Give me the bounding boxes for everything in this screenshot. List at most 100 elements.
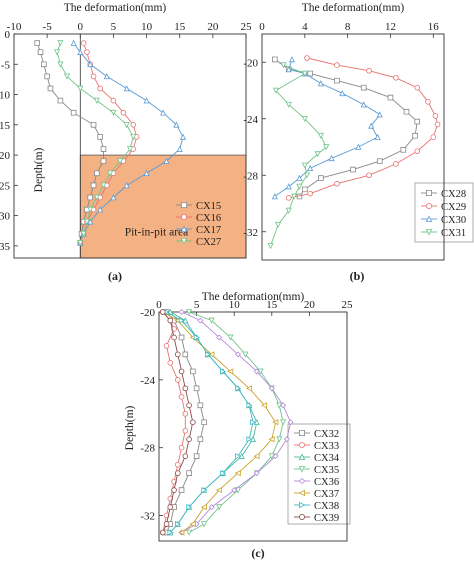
data-point: [368, 122, 375, 129]
data-point: [175, 520, 182, 528]
data-point: [130, 134, 137, 141]
legend-marker: [426, 203, 433, 209]
data-point: [186, 402, 192, 409]
data-point: [253, 368, 260, 375]
data-point: [100, 146, 107, 152]
data-point: [87, 218, 94, 225]
panel-b-frame: [261, 33, 445, 261]
data-point: [107, 170, 114, 177]
legend-marker: [298, 466, 306, 473]
data-point: [208, 317, 215, 324]
data-point: [245, 385, 253, 392]
data-point: [272, 419, 279, 426]
x-tick-label: -10: [7, 21, 22, 33]
panel-c-legend-box: [287, 423, 351, 525]
data-point: [171, 487, 177, 493]
data-point: [34, 40, 40, 46]
data-point: [117, 158, 124, 165]
data-point: [296, 174, 303, 181]
data-point: [175, 470, 181, 476]
legend-marker: [299, 514, 306, 520]
legend-label: CX32: [314, 429, 339, 440]
data-point: [186, 436, 192, 443]
data-point: [178, 368, 185, 375]
data-point: [393, 161, 399, 167]
data-point: [77, 48, 84, 55]
panel-c-label: (c): [251, 546, 264, 560]
data-point: [276, 436, 283, 443]
data-point: [87, 206, 94, 213]
data-point: [414, 84, 421, 91]
data-point: [178, 309, 185, 315]
x-tick-label: 10: [229, 299, 241, 311]
y-tick-label: -28: [243, 170, 258, 182]
data-point: [303, 172, 311, 179]
x-tick-label: 8: [345, 21, 351, 33]
panel-a-frame: [13, 33, 247, 259]
x-tick-label: 20: [304, 299, 316, 311]
data-point: [285, 66, 292, 73]
y-tick-label: -32: [140, 511, 155, 523]
data-point: [37, 49, 44, 55]
data-point: [283, 436, 290, 443]
data-point: [272, 56, 278, 63]
data-point: [220, 368, 227, 375]
data-point: [63, 73, 71, 80]
panel-b-plot: 0 4 8 12 16 -20 -24 -28 -32 CX28 CX29 CX30 CX31: [243, 21, 466, 261]
series-cx29: CX29: [285, 55, 466, 213]
data-point: [208, 351, 215, 358]
data-point: [160, 109, 167, 116]
panel-c-ylabel: Depth(m): [124, 405, 136, 450]
data-point: [100, 158, 107, 164]
data-point: [317, 80, 324, 87]
data-point: [334, 62, 340, 68]
data-point: [334, 180, 340, 187]
y-tick-label: 0: [5, 29, 11, 41]
data-point: [93, 97, 100, 104]
x-tick-label: 12: [385, 21, 396, 33]
data-point: [414, 148, 421, 155]
legend-marker: [180, 238, 188, 245]
data-point: [77, 240, 84, 247]
data-point: [425, 99, 431, 105]
data-point: [167, 504, 174, 510]
data-point: [179, 133, 187, 140]
data-point: [246, 402, 253, 409]
pit-in-pit-region: [79, 154, 247, 259]
data-point: [197, 317, 204, 324]
panel-a-xlabel: The deformation(mm): [64, 2, 167, 14]
panel-c-xlabel: The deformation(mm): [202, 291, 305, 303]
panel-b-xlabel: The deformation(mm): [302, 2, 405, 14]
data-point: [178, 394, 185, 400]
x-tick-label: 16: [428, 21, 440, 33]
data-point: [90, 73, 97, 80]
data-point: [360, 101, 367, 108]
data-point: [171, 334, 177, 341]
data-point: [432, 113, 439, 119]
data-point: [186, 504, 193, 511]
series-cx33: CX33: [159, 309, 339, 536]
data-point: [267, 243, 274, 250]
legend-label: CX16: [196, 213, 221, 224]
panel-c-plot: 0 5 10 15 20 25-20-24-28-32CX32CX33CX34CX35CX…: [140, 299, 353, 542]
data-point: [280, 62, 287, 69]
data-point: [227, 368, 234, 375]
data-point: [253, 470, 260, 477]
data-point: [288, 56, 296, 63]
data-point: [301, 162, 308, 169]
data-point: [400, 147, 407, 153]
data-point: [186, 529, 193, 536]
data-point: [434, 121, 441, 128]
series-cx17: CX17: [70, 39, 221, 246]
data-point: [190, 419, 196, 426]
data-point: [87, 60, 94, 68]
x-tick-label: 15: [174, 21, 186, 33]
data-point: [178, 487, 185, 493]
data-point: [178, 334, 185, 341]
legend-marker: [425, 215, 433, 222]
series-line: [288, 57, 439, 199]
series-cx31: CX31: [267, 62, 466, 250]
data-point: [220, 470, 227, 477]
data-point: [301, 115, 308, 123]
x-tick-label: 5: [194, 299, 200, 311]
